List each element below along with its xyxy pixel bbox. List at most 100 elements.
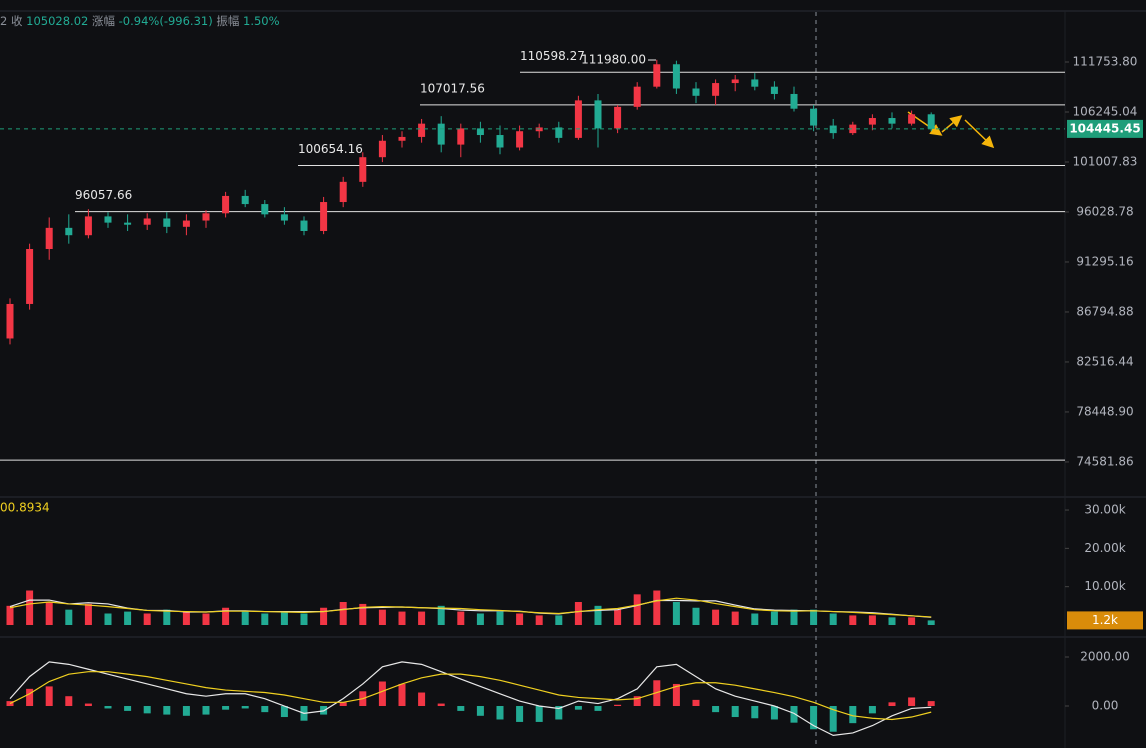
axis-label: 101007.83 <box>1073 154 1138 168</box>
macd-bar <box>633 696 641 707</box>
candle-body <box>457 128 465 145</box>
macd-bar <box>280 706 288 718</box>
candle-body <box>516 131 524 148</box>
volume-bar <box>770 611 778 625</box>
macd-bar <box>810 706 818 730</box>
volume-bar <box>829 613 837 625</box>
axis-label: 111753.80 <box>1073 55 1138 69</box>
volume-bar <box>555 615 563 625</box>
candle-body <box>653 64 661 87</box>
volume-bar <box>300 613 308 625</box>
volume-bar <box>868 615 876 625</box>
current-price-box <box>1067 119 1143 138</box>
macd-bar <box>182 706 190 716</box>
macd-bar <box>143 706 151 714</box>
candle-body <box>868 118 876 125</box>
current-volume-box <box>1067 611 1143 630</box>
volume-bar <box>535 615 543 625</box>
macd-bar <box>594 706 602 711</box>
macd-bar <box>496 706 504 720</box>
candle-body <box>261 204 269 215</box>
candle-body <box>810 108 818 126</box>
macd-bar <box>555 706 563 720</box>
forecast-arrow <box>964 119 995 149</box>
macd-bar <box>339 702 347 707</box>
volume-bar <box>45 602 53 625</box>
candle-body <box>84 216 92 236</box>
macd-bar <box>241 706 249 709</box>
candle-body <box>888 118 896 124</box>
volume-bar <box>182 611 190 625</box>
forecast-arrow <box>941 115 963 133</box>
macd-bar <box>476 706 484 716</box>
candle-body <box>378 140 386 158</box>
volume-bar <box>143 613 151 625</box>
volume-bar <box>437 605 445 625</box>
candle-body <box>6 303 14 339</box>
candle-body <box>692 88 700 96</box>
macd-dea <box>9 671 932 721</box>
volume-bar <box>790 609 798 625</box>
volume-bar <box>751 613 759 625</box>
candle-body <box>712 83 720 96</box>
volume-bar <box>320 607 328 625</box>
volume-bar <box>398 611 406 625</box>
candle-body <box>555 127 563 138</box>
macd-bar <box>574 706 582 710</box>
volume-bar <box>712 609 720 625</box>
current-price-label: 104445.45 <box>1069 121 1140 135</box>
candle-body <box>241 195 249 205</box>
macd-bar <box>163 706 171 715</box>
candle-body <box>163 218 171 227</box>
axis-label: 82516.44 <box>1076 354 1133 368</box>
amplitude-label: 振幅 <box>216 14 240 28</box>
macd-bar <box>829 706 837 732</box>
volume-bar <box>359 603 367 625</box>
macd-bar <box>672 683 680 707</box>
volume-bar <box>6 605 14 625</box>
macd-bar <box>908 697 916 707</box>
macd-bar <box>927 701 935 707</box>
candle-body <box>182 220 190 227</box>
macd-bar <box>104 706 112 709</box>
volume-bar <box>261 613 269 625</box>
candle-body <box>574 100 582 138</box>
candle-body <box>908 114 916 124</box>
macd-bar <box>888 702 896 707</box>
macd-bar <box>868 706 876 714</box>
volume-bar <box>476 613 484 625</box>
candle-body <box>633 86 641 107</box>
macd-dif <box>9 661 932 737</box>
candle-body <box>418 123 426 137</box>
volume-bar <box>26 590 34 625</box>
macd-bar <box>516 706 524 722</box>
volume-bar <box>65 609 73 625</box>
volume-bar <box>280 611 288 625</box>
volume-bar <box>84 603 92 625</box>
macd-bar <box>457 706 465 711</box>
candle-body <box>751 79 759 87</box>
candle-body <box>672 64 680 89</box>
macd-bar <box>731 706 739 718</box>
level-label: 110598.27 <box>520 49 585 63</box>
candle-body <box>594 100 602 129</box>
volume-bar <box>378 609 386 625</box>
candle-body <box>398 136 406 141</box>
macd-bar <box>124 706 132 711</box>
volume-indicator: 00.8934 <box>0 501 50 515</box>
change-label: 涨幅 <box>92 14 115 28</box>
macd-bar <box>202 706 210 715</box>
candle-body <box>437 123 445 145</box>
amplitude-value: 1.50% <box>243 14 280 28</box>
volume-bar <box>104 613 112 625</box>
header-prefix: 2 <box>0 14 8 28</box>
macd-bar <box>751 706 759 719</box>
macd-bar <box>6 701 14 707</box>
volume-bar <box>163 609 171 625</box>
candle-body <box>320 202 328 231</box>
macd-bar <box>418 692 426 707</box>
level-label: 100654.16 <box>298 142 363 156</box>
candle-body <box>143 218 151 225</box>
axis-label: 74581.86 <box>1076 454 1133 468</box>
